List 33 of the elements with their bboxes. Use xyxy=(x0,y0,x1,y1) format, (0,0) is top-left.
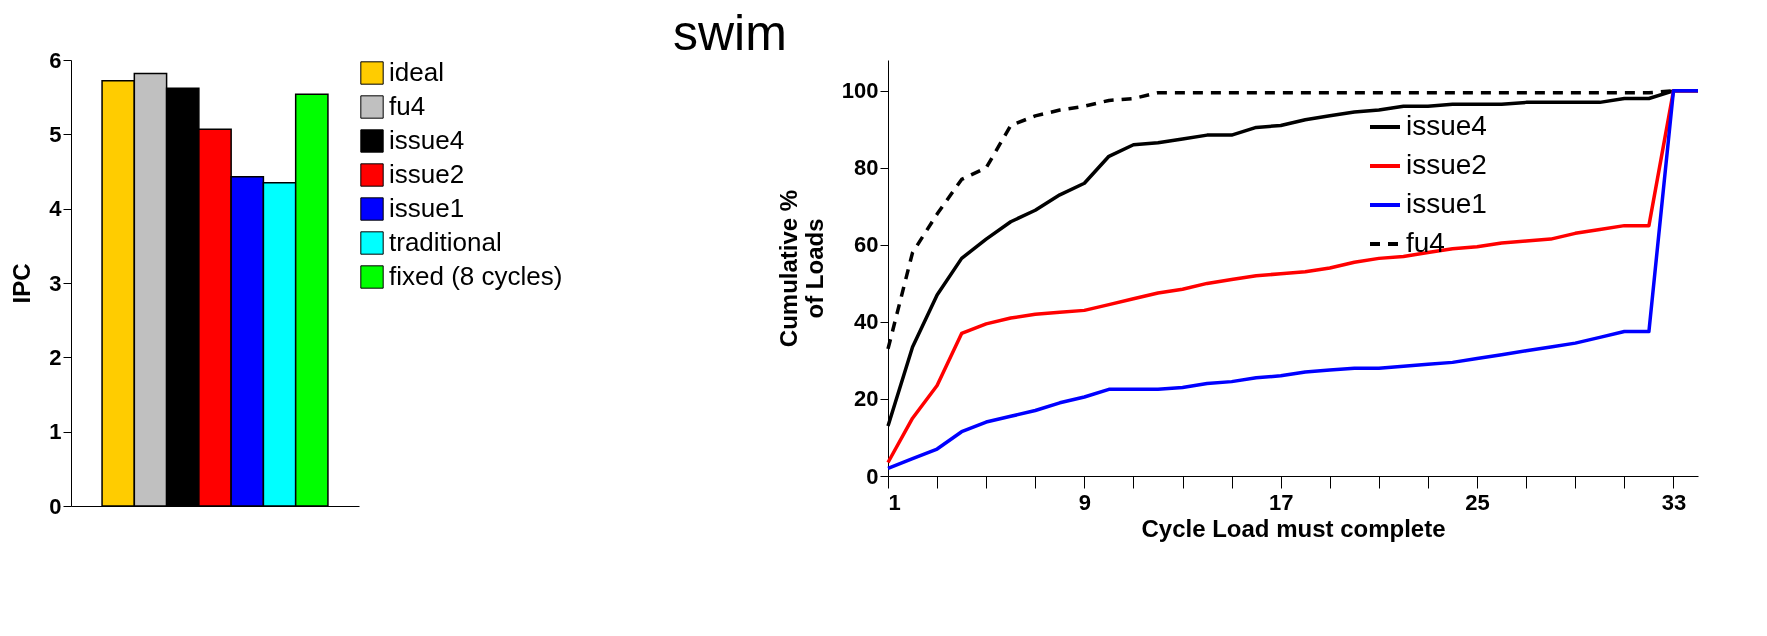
legend-label: traditional xyxy=(389,227,502,257)
y-tick-label: 1 xyxy=(49,419,62,445)
x-tick-label: 1 xyxy=(888,489,901,515)
legend-label: issue2 xyxy=(389,159,465,189)
x-tick-label: 25 xyxy=(1465,489,1490,515)
y-tick-label: 2 xyxy=(49,344,62,370)
y-tick-label: 6 xyxy=(49,47,62,73)
legend-label: issue2 xyxy=(1406,149,1487,180)
y-tick-label: 5 xyxy=(49,121,62,147)
y-tick-label: 3 xyxy=(49,270,62,296)
x-axis-title: Cycle Load must complete xyxy=(1141,514,1446,542)
legend-label: ideal xyxy=(389,57,444,87)
y-axis-title: Cumulative % of Loads xyxy=(774,189,828,348)
y-tick-label: 60 xyxy=(854,232,879,258)
x-tick-label: 33 xyxy=(1661,489,1687,515)
y-tick-label: 0 xyxy=(49,493,62,519)
y-tick-label: 20 xyxy=(854,386,879,412)
x-tick-label: 17 xyxy=(1268,489,1294,515)
legend-label: issue1 xyxy=(389,193,465,223)
legend-label: fu4 xyxy=(1406,227,1445,258)
y-tick-label: 4 xyxy=(49,196,63,222)
legend-label: issue1 xyxy=(1406,188,1487,219)
legend-label: fu4 xyxy=(389,91,426,121)
y-tick-label: 40 xyxy=(854,309,879,335)
chart-title: swim xyxy=(673,5,787,61)
y-tick-label: 0 xyxy=(866,463,879,489)
legend-label: issue4 xyxy=(1406,110,1487,141)
legend-label: issue4 xyxy=(389,125,465,155)
y-tick-label: 80 xyxy=(854,155,879,181)
x-tick-label: 9 xyxy=(1078,489,1091,515)
y-tick-label: 100 xyxy=(841,78,879,104)
legend-label: fixed (8 cycles) xyxy=(389,261,563,291)
y-axis-title: IPC xyxy=(8,263,36,304)
